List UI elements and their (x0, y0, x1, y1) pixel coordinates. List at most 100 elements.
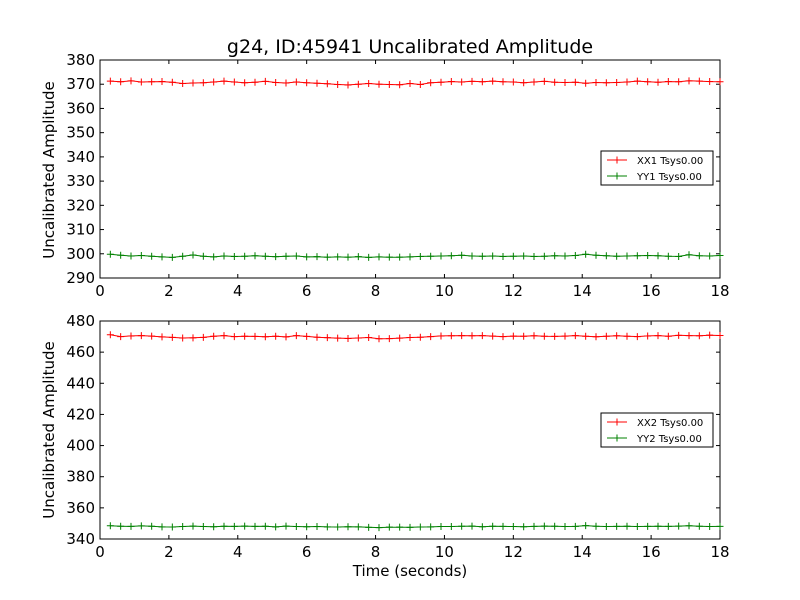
y-tick-label: 320 (66, 196, 95, 214)
data-point (385, 335, 393, 343)
x-tick-label: 8 (371, 543, 381, 561)
legend-marker (613, 418, 621, 426)
data-point (478, 523, 486, 531)
data-point (447, 523, 455, 531)
data-point (499, 333, 507, 341)
data-point (447, 78, 455, 86)
data-point (106, 522, 114, 530)
data-point (323, 80, 331, 88)
data-point (489, 332, 497, 340)
data-point (179, 334, 187, 342)
data-point (623, 78, 631, 86)
data-point (561, 523, 569, 531)
data-point (354, 334, 362, 342)
x-tick-label: 6 (302, 282, 312, 300)
data-point (210, 253, 218, 261)
data-point (117, 251, 125, 259)
data-point (478, 252, 486, 260)
data-point (675, 78, 683, 86)
data-point (127, 77, 135, 85)
data-point (261, 522, 269, 530)
y-axis-label: Uncalibrated Amplitude (40, 341, 58, 518)
data-point (664, 522, 672, 530)
data-point (230, 252, 238, 260)
data-point (365, 79, 373, 87)
data-point (313, 333, 321, 341)
data-point (241, 252, 249, 260)
data-point (530, 522, 538, 530)
data-point (365, 523, 373, 531)
y-axis-label: Uncalibrated Amplitude (40, 81, 58, 258)
data-point (251, 252, 259, 260)
data-point (106, 77, 114, 85)
data-point (520, 79, 528, 87)
data-point (344, 81, 352, 89)
data-point (613, 332, 621, 340)
data-point (251, 332, 259, 340)
data-point (489, 252, 497, 260)
data-point (303, 79, 311, 87)
data-point (540, 77, 548, 85)
data-point (396, 81, 404, 89)
data-point (540, 252, 548, 260)
data-point (272, 523, 280, 531)
data-point (199, 252, 207, 260)
y-tick-label: 360 (66, 99, 95, 117)
data-point (375, 253, 383, 261)
data-point (334, 523, 342, 531)
data-point (509, 78, 517, 86)
data-point (551, 78, 559, 86)
data-point (520, 523, 528, 531)
x-tick-label: 14 (573, 282, 592, 300)
data-point (530, 252, 538, 260)
data-point (406, 334, 414, 342)
data-point (582, 79, 590, 87)
data-point (633, 252, 641, 260)
data-point (179, 79, 187, 87)
x-axis-label: Time (seconds) (352, 562, 468, 580)
data-point (509, 523, 517, 531)
data-point (706, 252, 714, 260)
data-point (716, 78, 724, 86)
data-point (137, 522, 145, 530)
data-point (148, 78, 156, 86)
data-point (633, 333, 641, 341)
data-point (654, 78, 662, 86)
data-point (148, 252, 156, 260)
data-point (468, 522, 476, 530)
data-point (241, 79, 249, 87)
data-point (592, 79, 600, 87)
data-point (189, 334, 197, 342)
y-tick-label: 350 (66, 124, 95, 142)
data-point (303, 523, 311, 531)
data-point (664, 252, 672, 260)
data-point (613, 79, 621, 87)
data-point (117, 78, 125, 86)
data-point (313, 253, 321, 261)
data-point (313, 79, 321, 87)
data-point (406, 523, 414, 531)
legend-label: YY2 Tsys0.00 (636, 434, 702, 445)
data-point (458, 78, 466, 86)
top-panel: g24, ID:45941 Uncalibrated Amplitude Unc… (40, 36, 730, 300)
data-point (230, 333, 238, 341)
data-point (261, 252, 269, 260)
legend-label: YY1 Tsys0.00 (636, 172, 702, 183)
data-point (654, 522, 662, 530)
data-point (551, 332, 559, 340)
data-point (396, 253, 404, 261)
data-point (613, 252, 621, 260)
data-point (499, 78, 507, 86)
data-point (644, 78, 652, 86)
data-point (127, 252, 135, 260)
data-point (344, 253, 352, 261)
data-point (551, 252, 559, 260)
data-point (137, 78, 145, 86)
data-point (241, 522, 249, 530)
data-point (220, 332, 228, 340)
data-point (664, 332, 672, 340)
data-point (303, 253, 311, 261)
x-tick-label: 2 (164, 543, 174, 561)
data-point (458, 251, 466, 259)
data-point (334, 334, 342, 342)
